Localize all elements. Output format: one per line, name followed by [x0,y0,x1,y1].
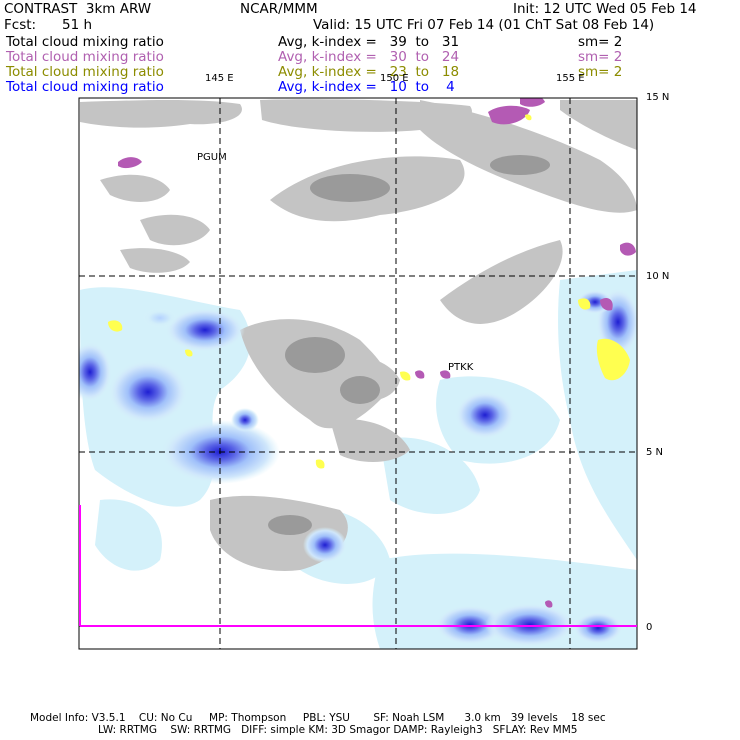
model-title: CONTRAST 3km ARW [4,1,152,17]
field-range-3: Avg, k-index = 23 to 18 [278,64,460,80]
lat-label-0: 0 [646,622,653,633]
lon-label-155: 155 E [556,73,585,84]
field-sm-1: sm= 2 [578,34,623,50]
field-sm-2: sm= 2 [578,49,623,65]
station-ptkk: PTKK [448,362,474,373]
forecast-hour: 51 h [62,17,93,33]
field-name-1: Total cloud mixing ratio [6,34,164,50]
field-name-3: Total cloud mixing ratio [6,64,164,80]
lat-label-10n: 10 N [646,271,670,282]
station-pgum: PGUM [197,152,227,163]
gray-cloud-cores [268,155,550,535]
magenta-features [118,98,636,608]
valid-time: Valid: 15 UTC Fri 07 Feb 14 (01 ChT Sat … [313,17,655,33]
model-info-line-1: Model Info: V3.5.1 CU: No Cu MP: Thompso… [30,712,606,724]
organization: NCAR/MMM [240,1,318,17]
lon-label-145: 145 E [205,73,234,84]
map-frame [78,97,638,650]
field-name-2: Total cloud mixing ratio [6,49,164,65]
lon-label-150: 150 E [380,73,409,84]
init-time: Init: 12 UTC Wed 05 Feb 14 [513,1,697,17]
lat-label-5n: 5 N [646,447,664,458]
field-sm-3: sm= 2 [578,64,623,80]
field-range-2: Avg, k-index = 30 to 24 [278,49,460,65]
field-name-4: Total cloud mixing ratio [6,79,164,95]
lat-label-15n: 15 N [646,92,670,103]
domain-boundary [79,505,637,627]
model-info-line-2: LW: RRTMG SW: RRTMG DIFF: simple KM: 3D … [98,724,578,736]
yellow-features [108,114,630,469]
forecast-label: Fcst: [4,17,37,33]
field-range-1: Avg, k-index = 39 to 31 [278,34,460,50]
field-range-4: Avg, k-index = 10 to 4 [278,79,455,95]
